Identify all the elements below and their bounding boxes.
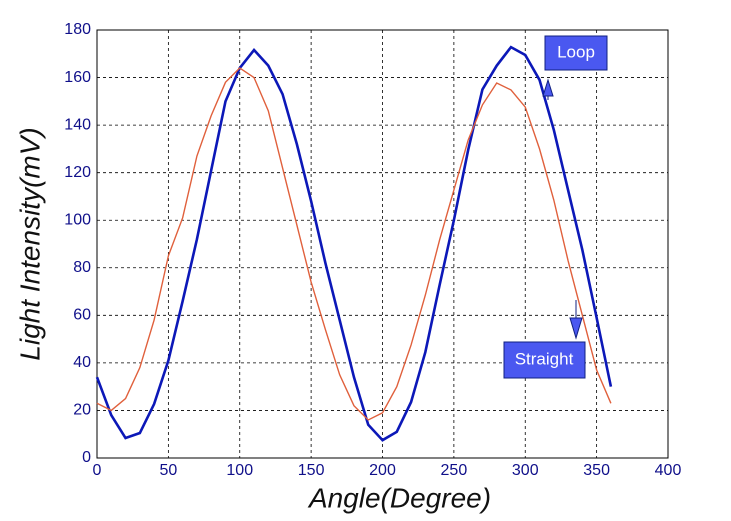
x-tick-label: 100 [226, 462, 253, 479]
y-tick-label: 20 [73, 402, 91, 419]
series-line [96, 67, 612, 421]
y-tick-label: 120 [64, 164, 91, 181]
x-tick-label: 250 [441, 462, 468, 479]
y-tick-label: 160 [64, 69, 91, 86]
x-tick-label: 400 [655, 462, 682, 479]
x-tick-label: 300 [512, 462, 539, 479]
x-tick-label: 150 [298, 462, 325, 479]
x-tick-label: 200 [369, 462, 396, 479]
x-tick-label: 350 [583, 462, 610, 479]
y-tick-label: 0 [82, 449, 91, 466]
x-tick-label: 0 [93, 462, 102, 479]
y-tick-label: 80 [73, 259, 91, 276]
y-tick-label: 60 [73, 307, 91, 324]
y-tick-label: 100 [64, 211, 91, 228]
annotation-label: Loop [557, 42, 595, 61]
x-tick-label: 50 [159, 462, 177, 479]
annotation-box [503, 341, 586, 379]
y-tick-label: 40 [73, 354, 91, 371]
annotation-label: Straight [515, 349, 574, 368]
annotation-arrow-head [569, 317, 583, 340]
x-axis-title: Angle(Degree) [307, 482, 491, 513]
annotation-box [544, 35, 608, 71]
plot-frame [96, 29, 669, 459]
y-tick-label: 140 [64, 116, 91, 133]
y-axis-title: Light Intensity(mV) [14, 127, 45, 360]
annotation-arrow-head [542, 78, 554, 97]
y-tick-label: 180 [64, 21, 91, 38]
series-line [95, 45, 613, 442]
